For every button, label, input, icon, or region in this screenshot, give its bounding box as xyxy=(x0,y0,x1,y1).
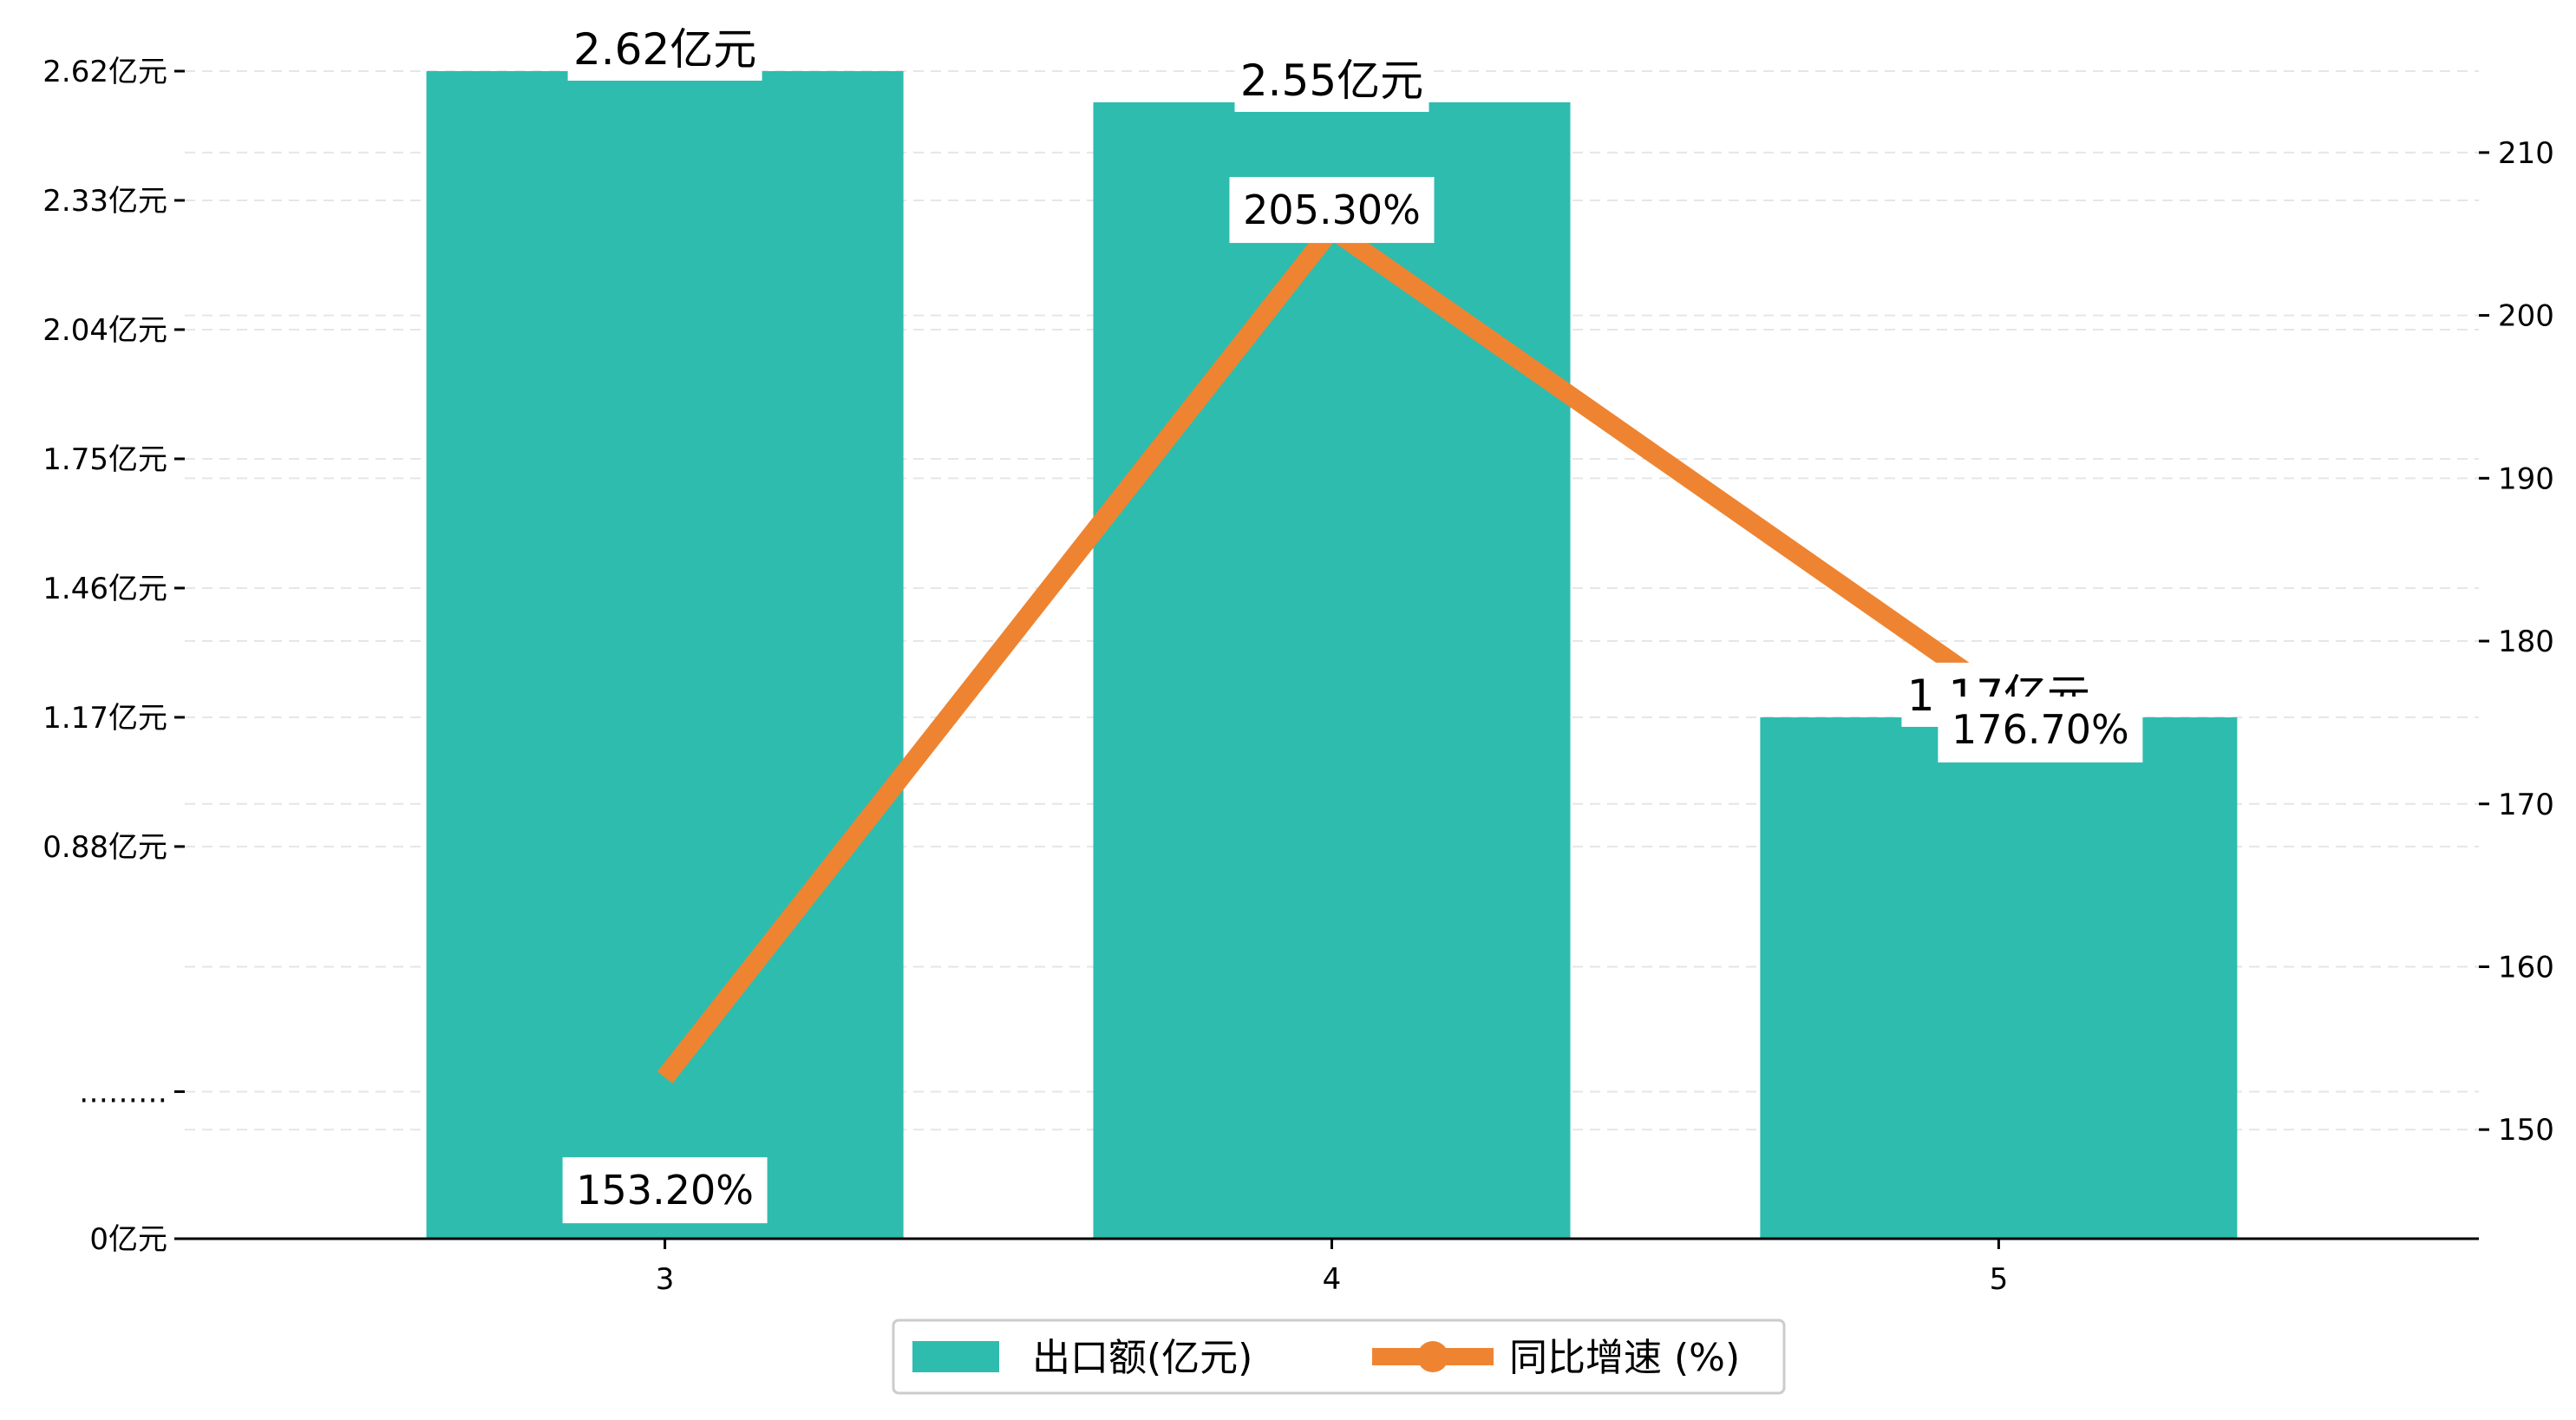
legend-label-bar: 出口额(亿元) xyxy=(1032,1336,1252,1380)
left-tick-label: 1.46亿元 xyxy=(42,572,167,606)
left-tick-label: 0.88亿元 xyxy=(42,830,167,865)
left-tick-label: 2.62亿元 xyxy=(42,55,167,89)
x-tick-label: 4 xyxy=(1323,1262,1342,1297)
legend-swatch-marker xyxy=(1417,1341,1448,1372)
bar xyxy=(1760,717,2238,1239)
right-tick-label: 160 xyxy=(2498,950,2554,985)
x-tick-label: 3 xyxy=(656,1262,675,1297)
growth-value-label: 205.30% xyxy=(1243,186,1421,233)
legend-label-line: 同比增速 (%) xyxy=(1509,1336,1740,1380)
bar-value-label: 2.62亿元 xyxy=(573,24,756,75)
axes: 0亿元 ……… 0.88亿元 1.17亿元 1.46亿元 1.75亿元 2.04亿元 2.33… xyxy=(42,55,2554,1297)
left-tick-label: ……… xyxy=(79,1075,167,1109)
bar xyxy=(426,71,904,1239)
right-tick-label: 180 xyxy=(2498,625,2554,659)
legend-swatch-bar xyxy=(912,1341,999,1372)
growth-value-label-bg xyxy=(562,1157,768,1224)
bar-value-label-bg xyxy=(1234,47,1429,112)
left-tick-label: 1.75亿元 xyxy=(42,442,167,477)
growth-value-label-bg xyxy=(1938,696,2143,762)
left-tick-label: 0亿元 xyxy=(89,1222,167,1257)
legend-box xyxy=(892,1319,1786,1395)
left-tick-label: 2.04亿元 xyxy=(42,313,167,348)
left-tick-label: 1.17亿元 xyxy=(42,701,167,736)
right-tick-label: 200 xyxy=(2498,299,2554,334)
bar-value-label-bg xyxy=(567,16,762,81)
x-tick-label: 5 xyxy=(1990,1262,2009,1297)
growth-value-label: 153.20% xyxy=(576,1167,754,1214)
right-tick-label: 190 xyxy=(2498,461,2554,496)
bar xyxy=(1093,101,1571,1240)
left-tick-label: 2.33亿元 xyxy=(42,184,167,219)
right-tick-label: 170 xyxy=(2498,788,2554,822)
legend: 出口额(亿元) 同比增速 (%) xyxy=(892,1319,1786,1395)
right-tick-label: 150 xyxy=(2498,1113,2554,1148)
bars xyxy=(426,71,2238,1240)
growth-value-label-bg xyxy=(1229,177,1435,244)
bar-value-label: 2.55亿元 xyxy=(1240,56,1423,106)
right-tick-label: 210 xyxy=(2498,136,2554,171)
growth-value-label: 176.70% xyxy=(1952,706,2129,753)
